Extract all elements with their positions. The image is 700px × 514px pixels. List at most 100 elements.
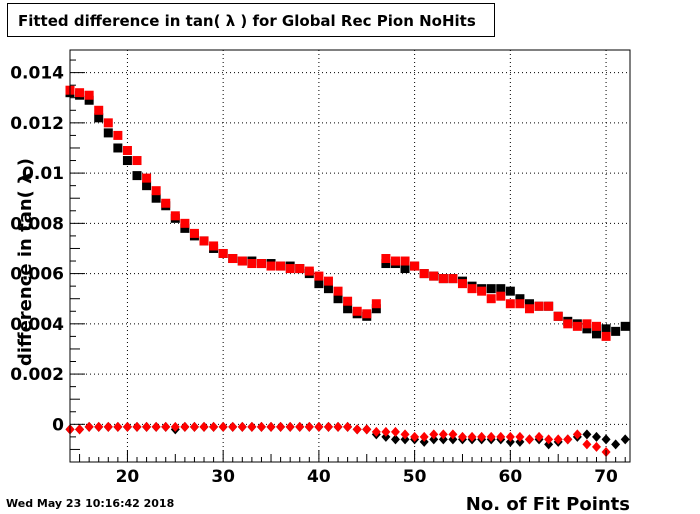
- data-point-diamond: [381, 426, 391, 437]
- data-point-diamond: [505, 431, 515, 442]
- x-tick-label: 30: [211, 467, 235, 487]
- data-point-diamond: [295, 421, 305, 432]
- data-point-square: [218, 248, 228, 258]
- data-point-diamond: [410, 431, 420, 442]
- data-point-square: [84, 90, 94, 100]
- data-point-square: [582, 324, 592, 334]
- data-point-square: [429, 271, 439, 281]
- data-point-square: [314, 271, 324, 281]
- data-point-square: [524, 299, 534, 309]
- data-point-square: [601, 324, 611, 334]
- data-point-diamond: [390, 426, 400, 437]
- data-point-diamond: [237, 421, 247, 432]
- data-point-square: [132, 171, 142, 181]
- data-point-diamond: [419, 436, 429, 447]
- data-point-diamond: [84, 421, 94, 432]
- data-point-square: [410, 261, 420, 271]
- data-point-square: [371, 299, 381, 309]
- data-point-square: [237, 256, 247, 266]
- data-point-diamond: [457, 431, 467, 442]
- data-point-square: [419, 269, 429, 279]
- data-point-square: [75, 88, 85, 98]
- data-point-diamond: [429, 429, 439, 440]
- data-point-square: [381, 259, 391, 269]
- data-point-square: [524, 304, 534, 314]
- data-point-square: [113, 143, 123, 153]
- timestamp: Wed May 23 10:16:42 2018: [6, 497, 175, 510]
- data-point-square: [486, 294, 496, 304]
- data-point-square: [142, 181, 152, 191]
- data-point-square: [582, 319, 592, 329]
- chart-title: Fitted difference in tan( λ ) for Global…: [18, 12, 476, 30]
- data-point-square: [333, 286, 343, 296]
- data-point-square: [132, 156, 142, 166]
- data-markers: [65, 85, 630, 457]
- x-tick-label: 70: [594, 467, 618, 487]
- data-point-square: [591, 329, 601, 339]
- data-point-diamond: [515, 436, 525, 447]
- data-point-diamond: [132, 421, 142, 432]
- data-point-square: [285, 264, 295, 274]
- data-point-square: [343, 296, 353, 306]
- data-point-diamond: [151, 421, 161, 432]
- data-point-square: [611, 326, 621, 336]
- data-point-diamond: [314, 421, 324, 432]
- data-point-diamond: [352, 424, 362, 435]
- data-point-square: [295, 264, 305, 274]
- plot-frame: [69, 49, 631, 463]
- data-point-square: [457, 279, 467, 289]
- x-tick-label: 60: [499, 467, 523, 487]
- data-point-diamond: [438, 434, 448, 445]
- data-point-diamond: [544, 439, 554, 450]
- data-point-diamond: [333, 421, 343, 432]
- data-point-square: [209, 241, 219, 251]
- data-point-square: [142, 173, 152, 183]
- data-point-square: [180, 223, 190, 233]
- data-point-diamond: [75, 424, 85, 435]
- data-point-square: [534, 301, 544, 311]
- data-point-square: [448, 274, 458, 284]
- data-point-square: [486, 284, 496, 294]
- data-point-diamond: [256, 421, 266, 432]
- data-point-diamond: [620, 434, 630, 445]
- y-tick-label: 0.004: [10, 315, 64, 335]
- axis-ticks: [70, 59, 626, 463]
- y-tick-label: 0.012: [10, 114, 64, 134]
- data-point-diamond: [113, 421, 123, 432]
- data-point-square: [189, 228, 199, 238]
- data-point-square: [103, 128, 113, 138]
- data-point-square: [94, 113, 104, 123]
- data-point-diamond: [505, 436, 515, 447]
- data-point-diamond: [218, 421, 228, 432]
- data-point-diamond: [591, 441, 601, 452]
- data-point-diamond: [161, 421, 171, 432]
- data-point-square: [151, 186, 161, 196]
- data-point-diamond: [276, 421, 286, 432]
- data-point-square: [352, 306, 362, 316]
- data-point-diamond: [323, 421, 333, 432]
- data-point-diamond: [582, 439, 592, 450]
- y-tick-label: 0.008: [10, 214, 64, 234]
- data-point-square: [505, 286, 515, 296]
- y-tick-label: 0.014: [10, 64, 64, 84]
- data-point-diamond: [572, 429, 582, 440]
- data-point-diamond: [419, 431, 429, 442]
- data-point-square: [467, 284, 477, 294]
- data-point-diamond: [563, 434, 573, 445]
- data-point-square: [122, 156, 132, 166]
- data-point-diamond: [142, 421, 152, 432]
- data-point-diamond: [94, 421, 104, 432]
- data-point-diamond: [122, 421, 132, 432]
- data-point-diamond: [199, 421, 209, 432]
- data-point-diamond: [180, 421, 190, 432]
- data-point-diamond: [170, 421, 180, 432]
- data-point-square: [496, 291, 506, 301]
- data-point-diamond: [553, 434, 563, 445]
- data-point-diamond: [285, 421, 295, 432]
- data-point-square: [343, 304, 353, 314]
- data-point-square: [438, 274, 448, 284]
- data-point-square: [161, 198, 171, 208]
- y-tick-label: 0.006: [10, 265, 64, 285]
- data-point-square: [276, 261, 286, 271]
